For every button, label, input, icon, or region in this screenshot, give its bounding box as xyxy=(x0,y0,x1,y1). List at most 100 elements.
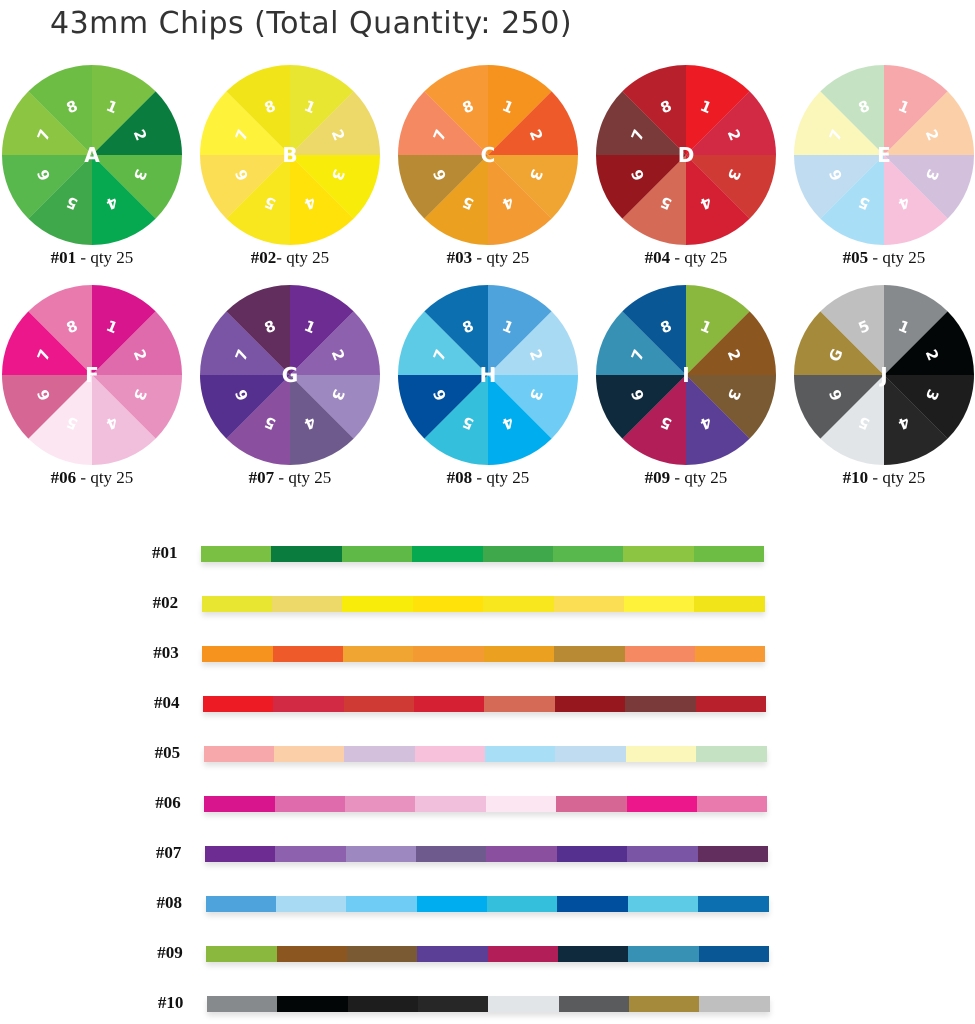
color-swatch xyxy=(623,546,694,562)
color-swatch xyxy=(556,846,628,862)
chip-segment xyxy=(290,311,380,375)
color-swatch xyxy=(623,596,695,612)
color-swatch xyxy=(346,896,417,912)
chip-quantity: - qty 25 xyxy=(472,468,530,487)
chip-segment xyxy=(424,65,488,155)
chip-segment xyxy=(884,65,948,155)
strip-label: #03 xyxy=(153,643,179,662)
chip-segment xyxy=(686,375,750,465)
chip-c: 1 2 3 4 5 6 7 8 C #03 - qty 25 xyxy=(388,65,588,285)
chip-j: 1 2 3 4 5 6 G 5 J #10 - qty 25 xyxy=(784,285,975,505)
strip-row: #08 xyxy=(0,893,975,914)
chip-caption: #04 - qty 25 xyxy=(586,248,786,268)
chip-segment xyxy=(424,285,488,375)
color-swatch xyxy=(484,696,555,712)
chip-number: #03 xyxy=(446,248,473,267)
color-swatch xyxy=(485,796,557,812)
strip-row: #10 xyxy=(0,993,975,1014)
color-strip xyxy=(206,996,770,1012)
chip-segment xyxy=(884,375,974,439)
chip-segment xyxy=(596,91,686,155)
chip-segment xyxy=(2,375,92,439)
chip-caption: #03 - qty 25 xyxy=(388,248,588,268)
chip-letter: A xyxy=(84,143,100,167)
chip-caption: #05 - qty 25 xyxy=(784,248,975,268)
chip-segment xyxy=(488,285,552,375)
color-swatch xyxy=(202,696,274,712)
chip-segment xyxy=(2,91,92,155)
strip-row: #06 xyxy=(0,793,975,814)
color-swatch xyxy=(695,696,766,712)
color-swatch xyxy=(694,596,765,612)
chip-d: 1 2 3 4 5 6 7 8 D #04 - qty 25 xyxy=(586,65,786,285)
color-strip xyxy=(202,696,766,712)
color-swatch xyxy=(414,746,486,762)
color-swatch xyxy=(205,896,276,912)
chip-segment xyxy=(794,311,884,375)
chip-b: 1 2 3 4 5 6 7 8 B #02- qty 25 xyxy=(190,65,390,285)
color-swatch xyxy=(206,946,277,962)
chip-segment xyxy=(686,65,750,155)
color-swatch xyxy=(345,796,416,812)
chip-letter: E xyxy=(877,143,891,167)
chip-segment xyxy=(488,311,578,375)
strip-label: #06 xyxy=(155,793,181,812)
chip-segment xyxy=(28,285,92,375)
color-swatch xyxy=(413,646,484,662)
chip-segment xyxy=(398,311,488,375)
chip-segment xyxy=(92,91,182,155)
color-swatch xyxy=(483,646,555,662)
strip-row: #04 xyxy=(0,693,975,714)
color-strip xyxy=(203,746,767,762)
chip-segment xyxy=(622,375,686,465)
color-swatch xyxy=(344,746,415,762)
strip-label: #01 xyxy=(152,543,178,562)
chip-segment xyxy=(820,65,884,155)
chip-segment xyxy=(686,155,750,245)
chip-segment xyxy=(686,285,750,375)
color-swatch xyxy=(699,996,770,1012)
chip-letter: H xyxy=(480,363,497,387)
chip-segment xyxy=(794,375,884,439)
chip-f: 1 2 3 4 5 6 7 8 F #06 - qty 25 xyxy=(0,285,192,505)
color-swatch xyxy=(204,796,275,812)
chip-segment xyxy=(28,65,92,155)
chip-letter: D xyxy=(678,143,695,167)
color-swatch xyxy=(555,746,626,762)
color-strip xyxy=(206,946,770,962)
chip-a: 1 2 3 4 5 6 7 8 A #01 - qty 25 xyxy=(0,65,192,285)
color-swatch xyxy=(275,846,346,862)
color-swatch xyxy=(271,546,342,562)
color-swatch xyxy=(416,896,488,912)
strip-label: #10 xyxy=(157,993,184,1012)
chip-segment xyxy=(622,155,686,245)
chip-segment xyxy=(290,91,380,155)
color-swatch xyxy=(417,996,489,1012)
color-swatch xyxy=(414,696,485,712)
chip-segment xyxy=(488,375,578,439)
color-swatch xyxy=(625,746,697,762)
color-swatch xyxy=(626,796,697,812)
chip-segment xyxy=(290,155,380,219)
chip-segment xyxy=(686,91,776,155)
color-swatch xyxy=(482,546,553,562)
chip-segment xyxy=(2,155,92,219)
chip-quantity: - qty 25 xyxy=(274,468,332,487)
chip-segment xyxy=(884,375,948,465)
chip-segment xyxy=(596,375,686,439)
color-swatch xyxy=(341,546,413,562)
color-swatch xyxy=(625,696,696,712)
color-swatch xyxy=(412,596,484,612)
chip-caption: #08 - qty 25 xyxy=(388,468,588,488)
chip-segment xyxy=(884,311,974,375)
chip-caption: #10 - qty 25 xyxy=(784,468,975,488)
chip-segment xyxy=(92,311,182,375)
chip-segment xyxy=(28,155,92,245)
chip-segment xyxy=(92,155,182,219)
chip-segment xyxy=(92,375,156,465)
chip-caption: #02- qty 25 xyxy=(190,248,390,268)
